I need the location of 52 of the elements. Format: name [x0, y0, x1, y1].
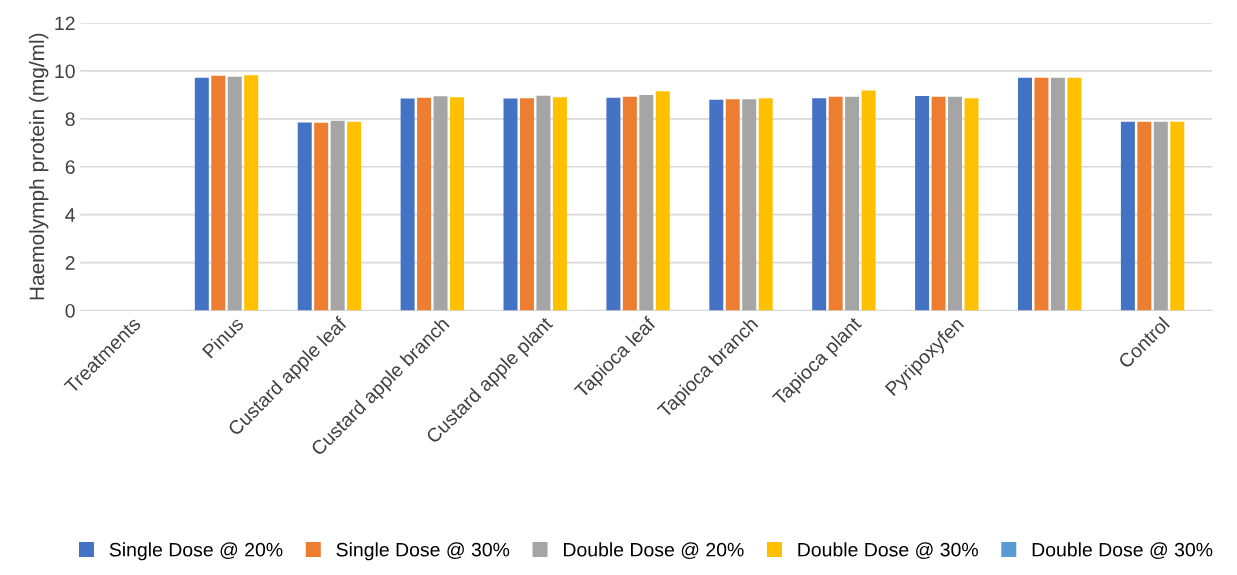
- bar: [606, 97, 621, 311]
- bar: [314, 122, 329, 311]
- y-tick-label: 6: [65, 160, 75, 174]
- y-tick-label: 8: [65, 112, 75, 127]
- y-tick-label: 2: [65, 256, 75, 270]
- bar: [622, 96, 637, 311]
- bar: [1137, 121, 1152, 311]
- bar: [519, 98, 534, 311]
- bar: [297, 122, 312, 311]
- bar: [536, 95, 551, 311]
- bar: [725, 99, 740, 311]
- bar: [915, 96, 930, 311]
- bar: [639, 94, 654, 311]
- legend-label: Double Dose @ 30%: [1032, 542, 1213, 560]
- bar: [861, 90, 876, 311]
- legend-label: Double Dose @ 30%: [798, 542, 978, 560]
- bar: [709, 99, 724, 311]
- bar: [552, 97, 567, 311]
- bar: [812, 98, 827, 311]
- bar: [655, 91, 670, 311]
- bar: [742, 99, 757, 311]
- bar: [1153, 121, 1168, 311]
- bar: [194, 77, 209, 311]
- bar: [828, 96, 843, 311]
- y-tick-label: 4: [65, 208, 75, 222]
- bar: [845, 96, 860, 311]
- bar: [1170, 121, 1185, 311]
- bar: [211, 75, 226, 311]
- y-tick-label: 12: [55, 16, 75, 31]
- bar: [964, 98, 979, 311]
- bar: [330, 120, 345, 311]
- bar: [1034, 77, 1049, 311]
- bar: [1017, 77, 1032, 311]
- bar: [433, 96, 448, 311]
- bar: [503, 98, 518, 311]
- bar: [227, 76, 242, 311]
- bar: [417, 97, 432, 311]
- bar: [347, 121, 362, 311]
- bar: [400, 98, 415, 311]
- bar: [1050, 77, 1065, 311]
- bar: [758, 98, 773, 311]
- y-axis-title: Haemolymph protein (mg/ml): [28, 33, 49, 300]
- bar: [450, 97, 464, 311]
- bar: [1067, 77, 1082, 311]
- legend-label: Single Dose @ 30%: [336, 542, 510, 561]
- y-tick-label: 0: [65, 303, 75, 318]
- bar: [931, 96, 946, 311]
- legend-label: Double Dose @ 20%: [564, 542, 744, 560]
- bar: [244, 75, 259, 311]
- legend-label: Single Dose @ 20%: [109, 542, 283, 561]
- y-tick-label: 10: [55, 64, 75, 79]
- bar: [948, 96, 963, 311]
